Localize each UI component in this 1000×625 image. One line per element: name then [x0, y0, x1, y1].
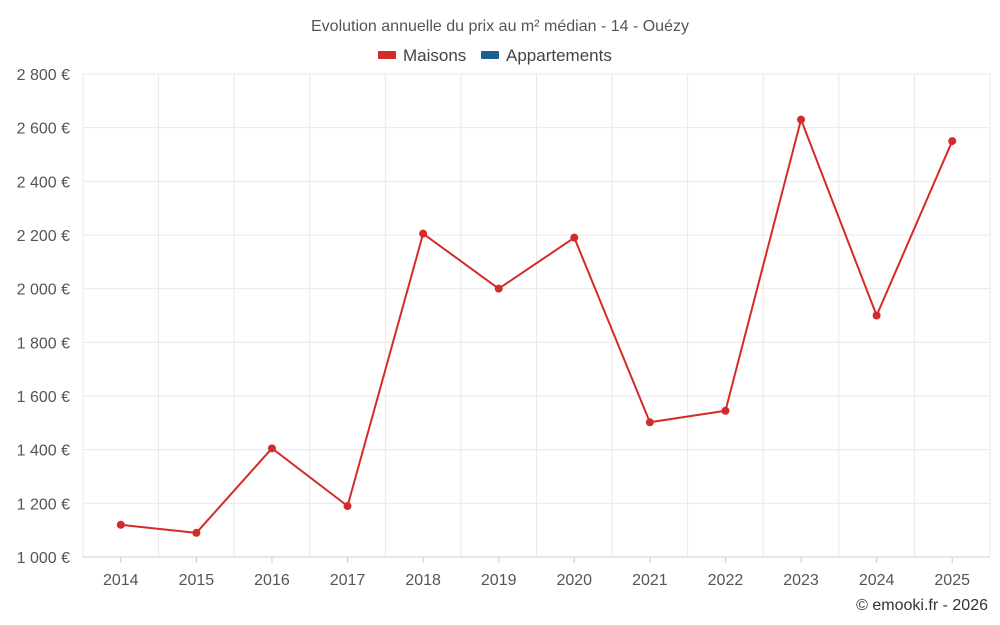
chart-title: Evolution annuelle du prix au m² médian … [311, 18, 689, 35]
y-tick-label: 2 000 € [17, 282, 70, 299]
legend-item-appartements[interactable]: Appartements [481, 46, 612, 65]
data-point[interactable] [645, 418, 654, 427]
legend-label-maisons: Maisons [403, 46, 466, 65]
data-point[interactable] [267, 444, 276, 453]
x-tick-label: 2024 [859, 572, 895, 589]
x-tick-label: 2014 [103, 572, 139, 589]
data-point[interactable] [797, 115, 806, 124]
x-tick-label: 2022 [708, 572, 744, 589]
y-axis: 1 000 € 1 200 € 1 400 € 1 600 € 1 800 € 2 000… [17, 67, 70, 567]
x-tick-label: 2023 [783, 572, 819, 589]
data-point[interactable] [721, 406, 730, 415]
y-tick-label: 2 200 € [17, 228, 70, 245]
y-tick-label: 2 600 € [17, 121, 70, 138]
series-layer [116, 115, 957, 537]
x-tick-label: 2021 [632, 572, 668, 589]
data-point[interactable] [343, 502, 352, 511]
data-point[interactable] [192, 528, 201, 537]
y-tick-label: 2 800 € [17, 67, 70, 84]
legend: Maisons Appartements [378, 46, 612, 65]
x-tick-label: 2017 [330, 572, 366, 589]
x-axis: 2014 2015 2016 2017 2018 2019 2020 2021 2022 2023… [103, 557, 970, 589]
y-tick-label: 2 400 € [17, 174, 70, 191]
credit-text: © emooki.fr - 2026 [856, 597, 988, 614]
y-tick-label: 1 200 € [17, 496, 70, 513]
data-point[interactable] [948, 137, 957, 146]
legend-swatch-maisons [378, 51, 396, 59]
y-tick-label: 1 400 € [17, 443, 70, 460]
legend-swatch-appartements [481, 51, 499, 59]
series-line-maisons [120, 118, 954, 534]
grid [82, 73, 991, 558]
data-point[interactable] [872, 311, 881, 320]
legend-item-maisons[interactable]: Maisons [378, 46, 466, 65]
x-tick-label: 2020 [556, 572, 592, 589]
x-tick-label: 2015 [179, 572, 215, 589]
x-tick-label: 2018 [405, 572, 441, 589]
data-point[interactable] [116, 520, 125, 529]
y-tick-label: 1 600 € [17, 389, 70, 406]
data-point[interactable] [570, 233, 579, 242]
data-point[interactable] [419, 229, 428, 238]
data-point[interactable] [494, 284, 503, 293]
x-tick-label: 2025 [934, 572, 970, 589]
y-tick-label: 1 800 € [17, 335, 70, 352]
legend-label-appartements: Appartements [506, 46, 612, 65]
y-tick-label: 1 000 € [17, 550, 70, 567]
x-tick-label: 2019 [481, 572, 517, 589]
x-tick-label: 2016 [254, 572, 290, 589]
